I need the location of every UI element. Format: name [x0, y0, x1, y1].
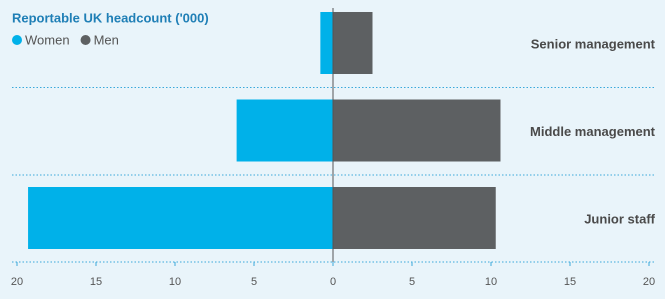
bar — [236, 99, 333, 162]
legend-swatch — [80, 35, 91, 45]
legend-label: Men — [94, 32, 119, 47]
x-tick-label: 15 — [564, 276, 576, 288]
bar — [333, 12, 373, 74]
bar — [320, 12, 333, 74]
x-tick-label: 20 — [11, 276, 23, 288]
x-tick-label: 0 — [330, 276, 336, 288]
x-tick-label: 10 — [485, 276, 497, 288]
legend-label: Women — [25, 32, 70, 47]
bar — [28, 187, 334, 249]
x-tick-label: 10 — [169, 276, 181, 288]
x-tick-label: 5 — [409, 276, 415, 288]
x-tick-label: 15 — [90, 276, 102, 288]
legend-swatch — [12, 35, 22, 45]
bar — [333, 187, 496, 249]
category-label: Senior management — [531, 36, 656, 51]
category-label: Middle management — [530, 124, 656, 139]
chart-title: Reportable UK headcount ('000) — [12, 10, 209, 25]
x-tick-label: 5 — [251, 276, 257, 288]
category-label: Junior staff — [584, 211, 655, 226]
bar — [333, 99, 501, 162]
x-tick-label: 20 — [643, 276, 655, 288]
